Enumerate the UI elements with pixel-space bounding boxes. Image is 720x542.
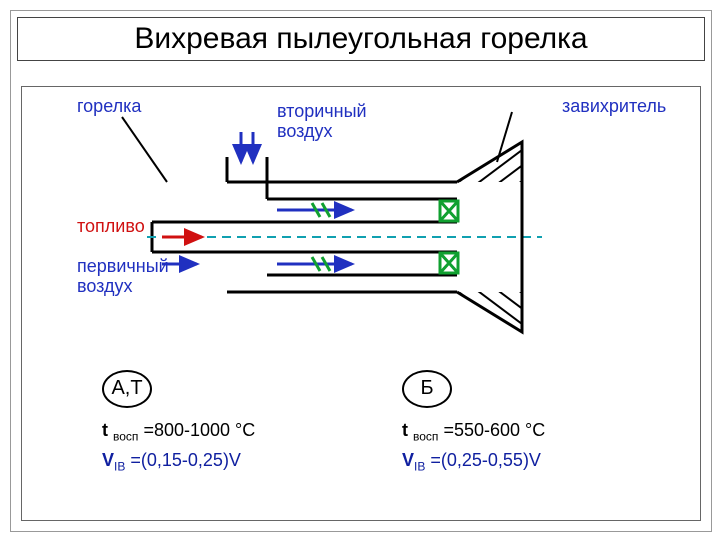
vel-b: VIB =(0,25-0,55)V <box>402 450 662 474</box>
group-a-circle: А,Т <box>102 370 152 408</box>
label-vtorichny: вторичный <box>277 101 367 121</box>
svg-text:воздух: воздух <box>77 276 133 296</box>
label-toplivo: топливо <box>77 216 145 236</box>
label-zavihritel: завихритель <box>562 96 666 116</box>
burner-diagram: горелка вторичный воздух топливо первичн… <box>21 86 701 521</box>
formula-area: А,Т t восп =800-1000 °С VIB =(0,15-0,25)… <box>42 370 680 520</box>
page-title: Вихревая пылеугольная горелка <box>134 22 587 55</box>
label-pervichny: первичный <box>77 256 169 276</box>
svg-text:воздух: воздух <box>277 121 333 141</box>
temp-a: t восп =800-1000 °С <box>102 420 362 444</box>
temp-b: t восп =550-600 °С <box>402 420 662 444</box>
group-b-circle: Б <box>402 370 452 408</box>
label-gorelka: горелка <box>77 96 142 116</box>
title-box: Вихревая пылеугольная горелка <box>17 17 705 61</box>
vel-a: VIB =(0,15-0,25)V <box>102 450 362 474</box>
